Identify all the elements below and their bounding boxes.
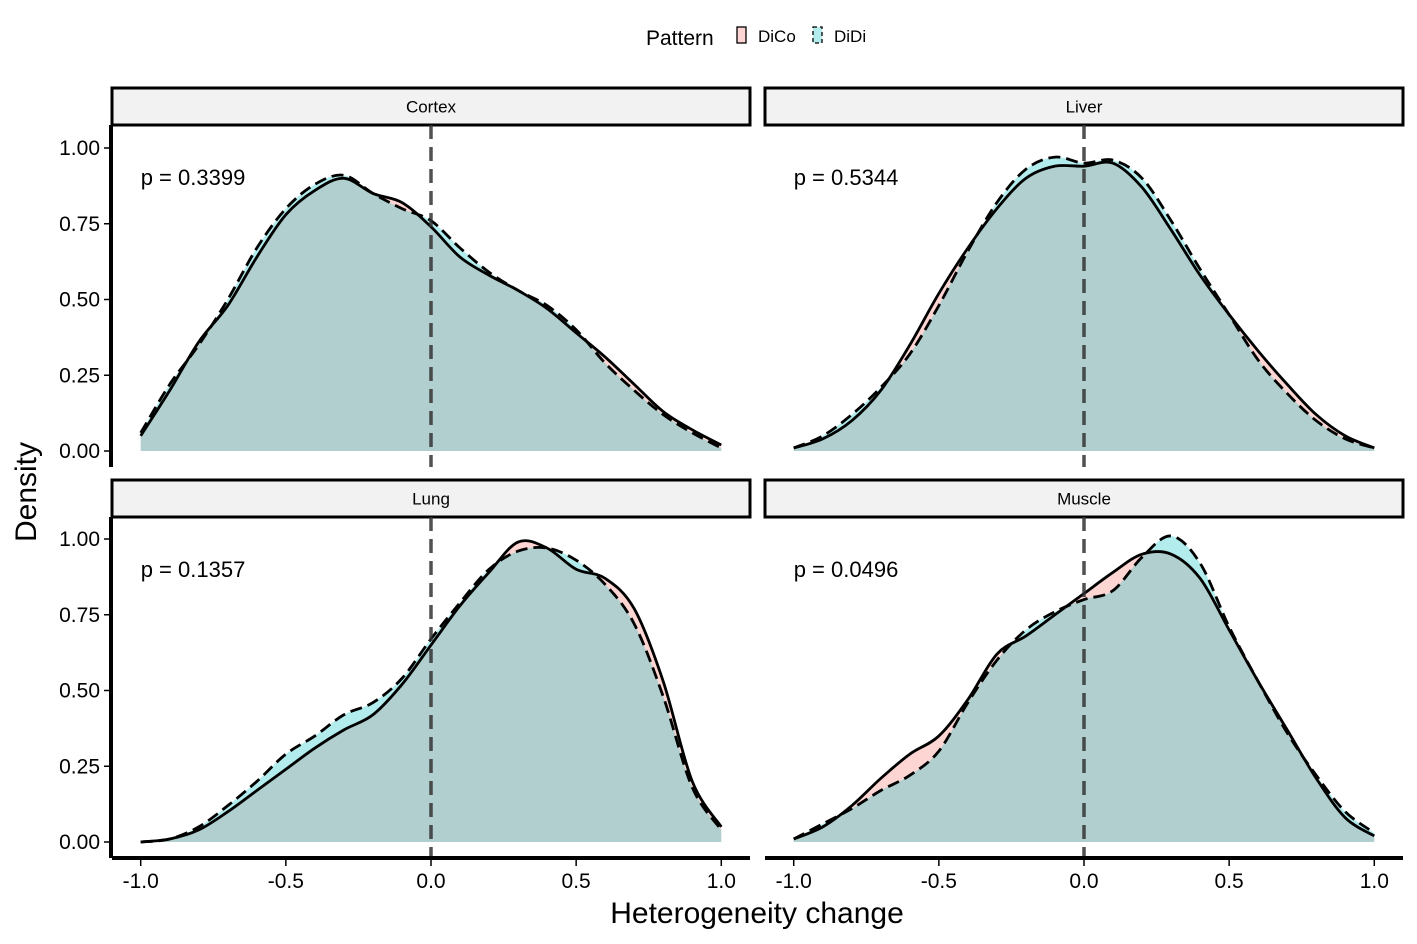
y-tick-label: 0.25	[59, 755, 100, 778]
facet-strip	[763, 86, 1405, 127]
x-tick-label: 0.0	[1069, 870, 1098, 893]
y-tick-label: 0.75	[59, 604, 100, 627]
y-tick-label: 0.00	[59, 831, 100, 854]
y-tick-label: 1.00	[59, 137, 100, 160]
x-tick-label: -1.0	[776, 870, 812, 893]
p-value-annotation: p = 0.3399	[141, 165, 246, 190]
x-tick-label: -0.5	[921, 870, 957, 893]
facet-strip	[763, 478, 1405, 519]
x-tick-label: 0.5	[562, 870, 591, 893]
x-tick-label: -0.5	[268, 870, 304, 893]
facet-strip-label: Liver	[1066, 98, 1103, 117]
y-tick-label: 0.50	[59, 289, 100, 312]
x-tick-label: 1.0	[1360, 870, 1389, 893]
y-axis-title: Density	[10, 442, 43, 542]
density-line-dico	[140, 539, 723, 844]
panel-lung: Lung p = 0.1357 0.00 0.25 0.50 0.75 1.00 -1.0 -0…	[59, 478, 752, 893]
panel-cortex: Cortex p = 0.3399 0.00 0.25 0.50 0.75 1.00	[59, 86, 752, 467]
p-value-annotation: p = 0.1357	[141, 557, 246, 582]
density-area-didi	[793, 535, 1375, 842]
x-tick-label: 0.0	[416, 870, 445, 893]
legend-label-dico: DiCo	[758, 27, 796, 46]
p-value-annotation: p = 0.0496	[794, 557, 899, 582]
legend-label-didi: DiDi	[834, 27, 866, 46]
y-tick-label: 0.50	[59, 680, 100, 703]
density-line-didi	[793, 155, 1375, 450]
density-line-didi	[793, 534, 1376, 841]
facet-panels: Cortex p = 0.3399 0.00 0.25 0.50 0.75 1.00 Live…	[59, 86, 1405, 893]
y-tick-label: 1.00	[59, 528, 100, 551]
x-tick-label: 1.0	[707, 870, 736, 893]
y-tick-label: 0.75	[59, 213, 100, 236]
legend-title: Pattern	[646, 27, 714, 50]
legend-key-dico	[736, 26, 747, 44]
facet-strip-label: Cortex	[406, 98, 457, 117]
panel-muscle: Muscle p = 0.0496 -1.0 -0.5 0.0 0.5 1.0	[763, 478, 1405, 893]
p-value-annotation: p = 0.5344	[794, 165, 899, 190]
density-line-didi	[140, 546, 723, 844]
y-tick-label: 0.00	[59, 440, 100, 463]
x-tick-label: 0.5	[1215, 870, 1244, 893]
x-axis-title: Heterogeneity change	[610, 897, 904, 930]
legend-key-didi	[812, 26, 823, 44]
facet-strip	[110, 478, 752, 519]
density-area-dico	[140, 540, 722, 842]
legend: Pattern DiCo DiDi	[646, 26, 866, 50]
facet-strip-label: Muscle	[1057, 490, 1111, 509]
y-tick-label: 0.25	[59, 364, 100, 387]
x-tick-label: -1.0	[123, 870, 159, 893]
facet-strip-label: Lung	[412, 490, 450, 509]
panel-liver: Liver p = 0.5344	[763, 86, 1405, 467]
